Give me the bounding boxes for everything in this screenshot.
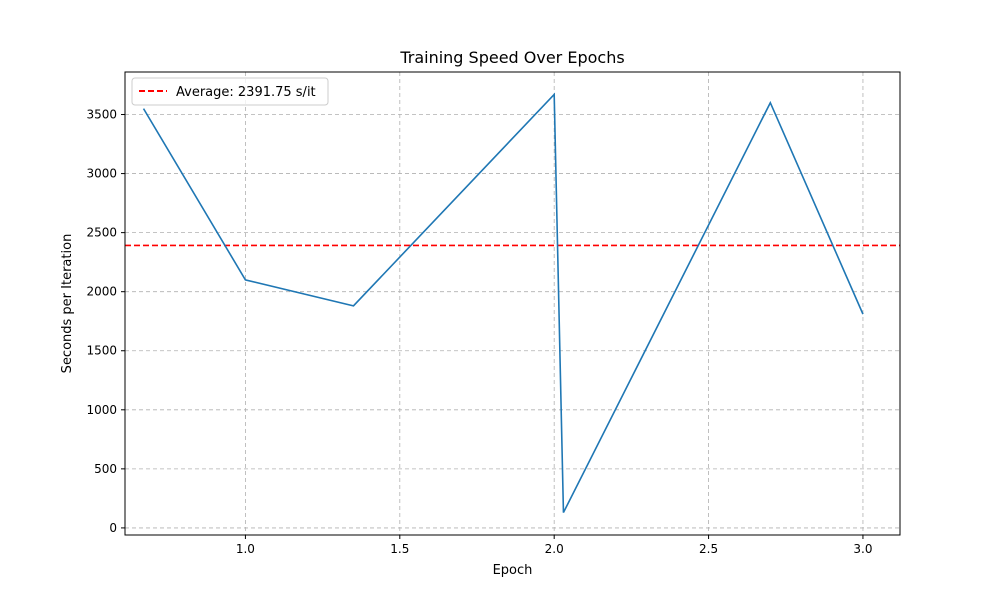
- x-tick-label: 2.5: [699, 542, 718, 556]
- y-tick-label: 3000: [86, 167, 117, 181]
- chart-title: Training Speed Over Epochs: [399, 48, 624, 67]
- legend-label-average: Average: 2391.75 s/it: [176, 85, 316, 100]
- y-tick-label: 3500: [86, 108, 117, 122]
- y-axis-title: Seconds per Iteration: [60, 234, 75, 374]
- series-layer: [142, 92, 864, 513]
- y-tick-label: 2500: [86, 226, 117, 240]
- y-tick-label: 1500: [86, 344, 117, 358]
- x-tick-label: 1.5: [390, 542, 409, 556]
- y-tick-label: 1000: [86, 403, 117, 417]
- x-tick-label: 2.0: [545, 542, 564, 556]
- x-tick-label: 1.0: [236, 542, 255, 556]
- x-tick-label: 3.0: [853, 542, 872, 556]
- y-tick-label: 2000: [86, 285, 117, 299]
- x-axis-ticks: 1.0 1.5 2.0 2.5 3.0: [236, 535, 872, 556]
- plot-area-frame: [124, 71, 901, 536]
- legend-box: [131, 77, 329, 106]
- y-tick-label: 0: [109, 521, 117, 535]
- y-axis-ticks: 0 500 1000 1500 2000 2500 3000 3500: [86, 108, 125, 535]
- grid-layer: [125, 72, 900, 535]
- x-axis-title: Epoch: [493, 563, 533, 578]
- y-tick-label: 500: [94, 462, 117, 476]
- legend: Average: 2391.75 s/it: [131, 77, 329, 106]
